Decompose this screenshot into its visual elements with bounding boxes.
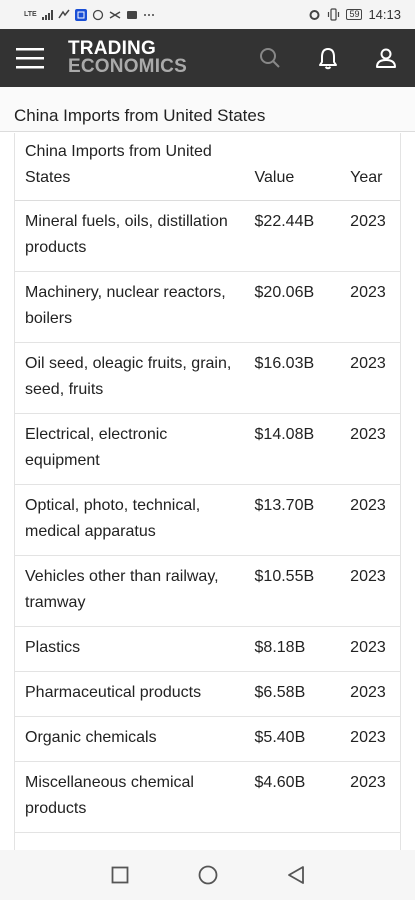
table-row[interactable]: Mineral fuels, oils, distillation produc… [15,201,400,272]
row-name: Vehicles other than railway, tramway [25,568,219,611]
lte-signal-icon: LTE [24,11,37,18]
shortcut-icon [109,9,121,21]
back-button[interactable] [252,850,340,900]
imports-table-container[interactable]: China Imports from United States Value Y… [14,133,401,850]
row-year: 2023 [350,284,386,301]
mail-icon [126,10,138,20]
row-value: $16.03B [254,355,315,372]
header-year[interactable]: Year [350,169,383,186]
menu-icon [16,48,44,69]
row-value: $10.55B [254,568,315,585]
row-year: 2023 [350,684,386,701]
row-value: $22.44B [254,213,315,230]
app-badge-icon [74,8,87,21]
table-row[interactable]: Electrical, electronic equipment $14.08B… [15,414,400,485]
menu-button[interactable] [0,29,60,87]
row-name: Organic chemicals [25,729,157,746]
row-year: 2023 [350,426,386,443]
row-name: Optical, photo, technical, medical appar… [25,497,201,540]
row-year: 2023 [350,355,386,372]
back-triangle-icon [287,866,304,884]
notification-icon [58,9,70,21]
battery-icon: 59 [346,9,363,20]
clock-time: 14:13 [368,7,401,22]
row-value: $20.06B [254,284,315,301]
row-value: $4.60B [254,774,306,791]
row-name: Mineral fuels, oils, distillation produc… [25,213,228,256]
row-value: $6.58B [254,684,306,701]
status-bar: LTE 59 14:13 [0,0,415,29]
row-year: 2023 [350,568,386,585]
bell-icon [319,48,337,70]
table-row[interactable]: Machinery, nuclear reactors, boilers $20… [15,272,400,343]
row-year: 2023 [350,729,386,746]
search-button[interactable] [241,29,299,87]
row-year: 2023 [350,639,386,656]
table-row[interactable]: Organic chemicals $5.40B 2023 [15,717,400,762]
brand-line2: ECONOMICS [68,56,187,77]
imports-table: China Imports from United States Value Y… [15,133,400,833]
account-button[interactable] [357,29,415,87]
brand-line1: TRADING [68,38,156,59]
signal-bars-icon [41,9,53,20]
home-circle-icon [198,865,217,885]
row-year: 2023 [350,213,386,230]
row-name: Miscellaneous chemical products [25,774,194,817]
table-row[interactable]: Pharmaceutical products $6.58B 2023 [15,672,400,717]
row-name: Machinery, nuclear reactors, boilers [25,284,226,327]
user-icon [376,48,396,68]
row-value: $5.40B [254,729,306,746]
table-row[interactable]: Plastics $8.18B 2023 [15,627,400,672]
row-year: 2023 [350,497,386,514]
circle-icon [92,9,104,21]
row-value: $13.70B [254,497,315,514]
vibrate-icon [327,8,340,21]
row-value: $8.18B [254,639,306,656]
more-icon [143,13,155,17]
row-name: Plastics [25,639,81,656]
table-row[interactable]: Miscellaneous chemical products $4.60B 2… [15,762,400,833]
row-value: $14.08B [254,426,315,443]
home-button[interactable] [164,850,252,900]
table-header-row: China Imports from United States Value Y… [15,133,400,201]
table-row[interactable]: Vehicles other than railway, tramway $10… [15,556,400,627]
recents-square-icon [111,866,128,884]
notifications-button[interactable] [299,29,357,87]
page-title: China Imports from United States [0,87,415,132]
table-row[interactable]: Optical, photo, technical, medical appar… [15,485,400,556]
app-header: TRADING ECONOMICS [0,29,415,87]
header-value[interactable]: Value [254,169,295,186]
table-row[interactable]: Oil seed, oleagic fruits, grain, seed, f… [15,343,400,414]
row-name: Electrical, electronic equipment [25,426,168,469]
search-icon [260,48,280,68]
alarm-icon [308,8,321,21]
system-nav-bar [0,850,415,900]
brand-logo[interactable]: TRADING ECONOMICS [68,38,187,77]
recents-button[interactable] [76,850,164,900]
row-name: Oil seed, oleagic fruits, grain, seed, f… [25,355,232,398]
row-name: Pharmaceutical products [25,684,202,701]
header-name[interactable]: China Imports from United States [25,143,212,186]
row-year: 2023 [350,774,386,791]
